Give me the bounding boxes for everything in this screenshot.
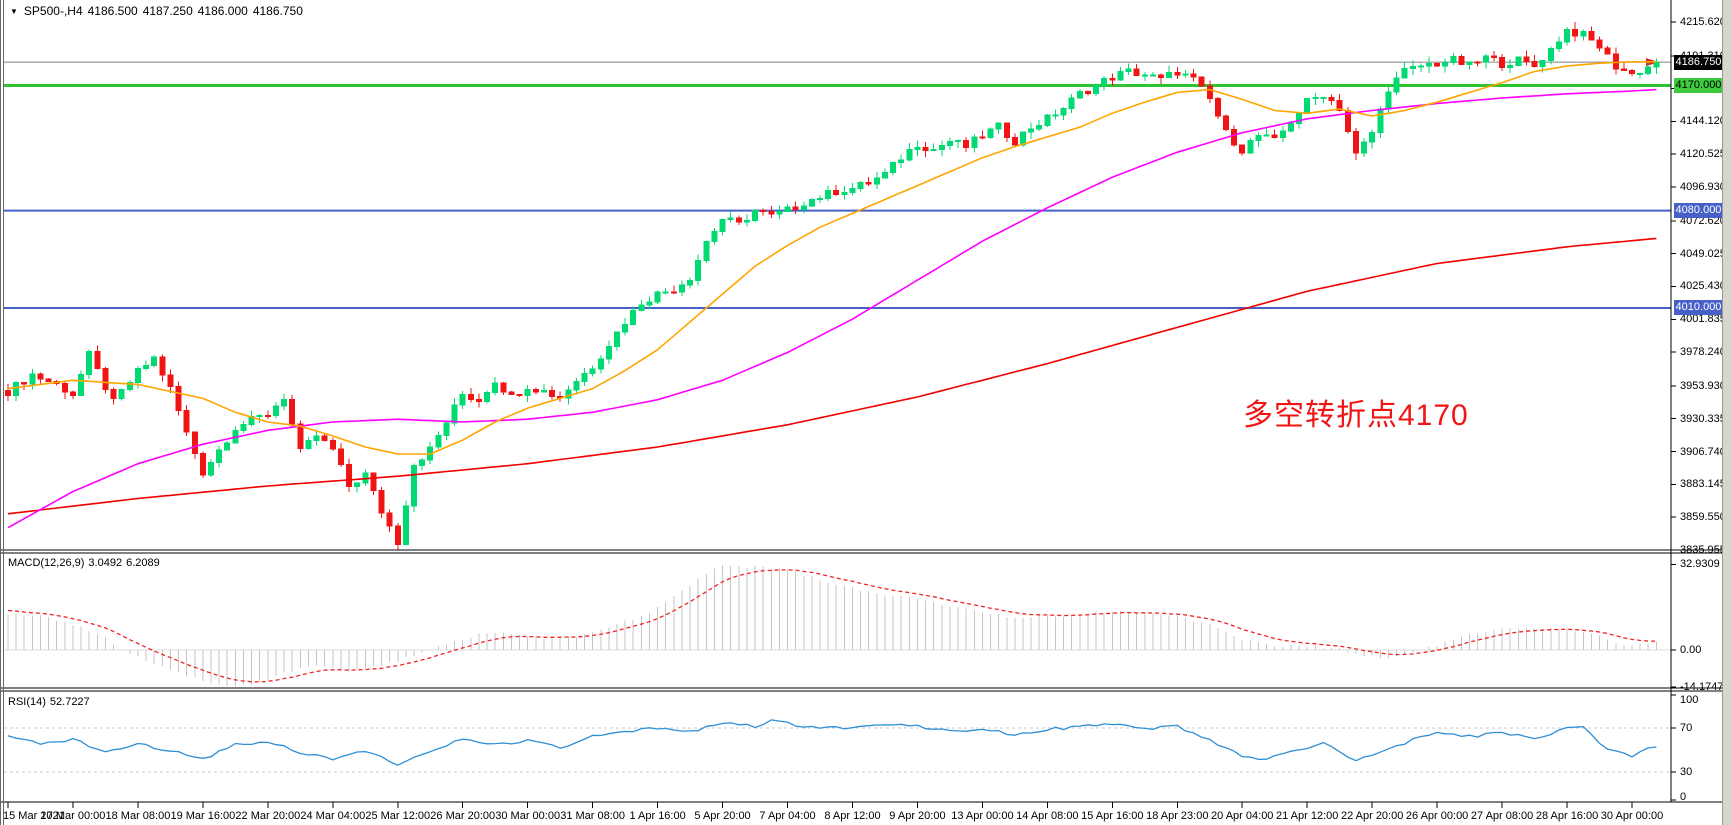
- macd-value-1: 3.0492: [88, 557, 123, 569]
- price-axis-label: 3978.240: [1680, 346, 1726, 359]
- price-badge-level-4170: 4170.000: [1674, 77, 1723, 93]
- time-axis-label: 30 Mar 00:00: [495, 810, 561, 822]
- price-axis-label: 4001.835: [1680, 313, 1726, 326]
- price-axis-label: 3906.740: [1680, 445, 1726, 458]
- quote-high: 4187.250: [142, 4, 193, 18]
- price-axis-label: 4049.025: [1680, 247, 1726, 260]
- time-axis-label: 26 Mar 20:00: [430, 810, 496, 822]
- macd-indicator-label: MACD(12,26,9) 3.0492 6.2089: [8, 557, 164, 569]
- price-axis-label: 3953.930: [1680, 379, 1726, 392]
- chart-header: ▼ SP500-,H4 4186.500 4187.250 4186.000 4186.7…: [10, 4, 308, 18]
- time-axis-label: 19 Mar 16:00: [170, 810, 236, 822]
- rsi-axis-label: 30: [1680, 766, 1693, 778]
- quote-open: 4186.500: [87, 4, 138, 18]
- time-axis-label: 31 Mar 08:00: [560, 810, 626, 822]
- rsi-axis-label: 0: [1680, 791, 1687, 803]
- window-scrollbar[interactable]: [1722, 0, 1732, 825]
- rsi-name: RSI(14): [8, 696, 46, 708]
- macd-axis-label: -14.1747: [1680, 680, 1724, 693]
- time-axis-label: 21 Apr 12:00: [1275, 810, 1339, 822]
- time-axis-label: 20 Apr 04:00: [1211, 810, 1274, 822]
- macd-axis-label: 0.00: [1680, 644, 1702, 656]
- time-axis-label: 14 Apr 08:00: [1016, 810, 1079, 822]
- time-axis-label: 26 Apr 00:00: [1405, 810, 1469, 822]
- time-axis-label: 15 Mar 2021: [3, 810, 65, 822]
- time-axis-label: 15 Apr 16:00: [1081, 810, 1144, 822]
- time-axis-label: 24 Mar 04:00: [300, 810, 366, 822]
- time-axis-label: 7 Apr 04:00: [759, 810, 816, 822]
- macd-axis-label: 32.9309: [1680, 558, 1720, 571]
- rsi-axis-label: 100: [1680, 694, 1699, 706]
- macd-value-2: 6.2089: [126, 557, 160, 569]
- price-axis-label: 3835.955: [1680, 544, 1726, 556]
- price-axis-label: 3883.145: [1680, 478, 1726, 491]
- time-axis-label: 27 Apr 08:00: [1470, 810, 1534, 822]
- time-axis-label: 8 Apr 12:00: [824, 810, 881, 822]
- time-axis-label: 28 Apr 16:00: [1535, 810, 1599, 822]
- price-badge-current-price: 4186.750: [1674, 54, 1723, 70]
- time-axis-label: 25 Mar 12:00: [365, 810, 431, 822]
- price-axis-label: 4025.430: [1680, 280, 1726, 293]
- time-axis-label: 30 Apr 00:00: [1600, 810, 1664, 822]
- rsi-axis-label: 70: [1680, 722, 1693, 734]
- price-badge-level-4010: 4010.000: [1674, 300, 1723, 316]
- symbol-period-label: SP500-,H4: [23, 4, 83, 18]
- price-axis-label: 3859.550: [1680, 511, 1726, 524]
- quote-low: 4186.000: [197, 4, 248, 18]
- symbol-dropdown-icon[interactable]: ▼: [10, 7, 18, 17]
- time-axis-label: 13 Apr 00:00: [951, 810, 1014, 822]
- chart-annotation-text: 多空转折点4170: [1243, 399, 1469, 432]
- macd-name: MACD(12,26,9): [8, 557, 85, 569]
- price-axis-label: 3930.335: [1680, 412, 1726, 425]
- time-axis-label: 18 Mar 08:00: [105, 810, 171, 822]
- rsi-value: 52.7227: [49, 696, 90, 708]
- time-axis-label: 22 Mar 20:00: [235, 810, 301, 822]
- time-axis-label: 17 Mar 00:00: [40, 810, 106, 822]
- rsi-panel-resize-handle[interactable]: [0, 687, 1722, 692]
- time-axis-label: 1 Apr 16:00: [629, 810, 686, 822]
- macd-panel-resize-handle[interactable]: [0, 549, 1722, 554]
- rsi-indicator-label: RSI(14) 52.7227: [8, 696, 94, 708]
- time-axis-label: 9 Apr 20:00: [889, 810, 946, 822]
- time-axis-label: 18 Apr 23:00: [1146, 810, 1209, 822]
- quote-close: 4186.750: [252, 4, 303, 18]
- price-axis-label: 4144.120: [1680, 115, 1726, 128]
- time-axis-label: 5 Apr 20:00: [694, 810, 751, 822]
- price-axis-label: 4215.620: [1680, 16, 1726, 28]
- price-axis-label: 4096.930: [1680, 181, 1726, 194]
- price-axis-label: 4120.525: [1680, 148, 1726, 161]
- price-badge-level-4080: 4080.000: [1674, 203, 1723, 219]
- time-axis-label: 22 Apr 20:00: [1340, 810, 1404, 822]
